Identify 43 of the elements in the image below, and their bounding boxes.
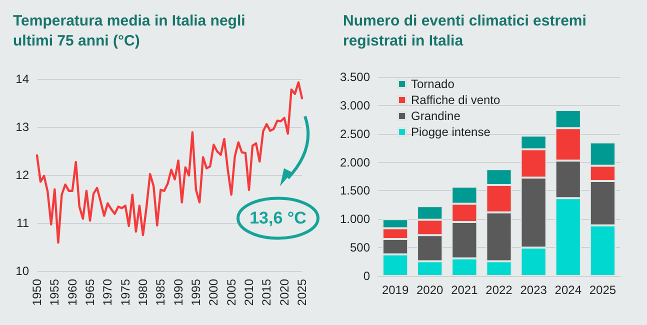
legend-label: Raffiche di vento bbox=[411, 93, 500, 107]
y-tick-label: 14 bbox=[16, 72, 30, 86]
x-tick-label: 2000 bbox=[206, 278, 221, 306]
x-tick-label: 2005 bbox=[224, 278, 238, 306]
chart-title: Temperatura media in Italia negli ultimi 75 anni (°C) bbox=[13, 12, 250, 50]
x-tick-label: 1960 bbox=[65, 278, 80, 306]
y-tick-label: 1.000 bbox=[340, 212, 370, 226]
x-tick-label: 2025 bbox=[295, 278, 309, 306]
legend-label: Piogge intense bbox=[411, 125, 491, 139]
annotation: 13,6 °C bbox=[250, 208, 306, 228]
y-tick-label: 11 bbox=[16, 216, 30, 230]
x-tick-label: 2019 bbox=[382, 283, 409, 297]
chart-title: Numero di eventi climatici estremi registrati in Italia bbox=[343, 12, 591, 50]
x-tick-label: 1980 bbox=[136, 278, 150, 306]
x-tick-label: 2015 bbox=[260, 278, 274, 306]
y-tick-label: 1.500 bbox=[340, 184, 370, 198]
x-tick-label: 2020 bbox=[277, 278, 292, 306]
x-tick-label: 1950 bbox=[30, 278, 44, 306]
x-tick-label: 1955 bbox=[48, 278, 62, 306]
x-tick-label: 1970 bbox=[100, 278, 115, 306]
x-tick-label: 2010 bbox=[242, 278, 256, 306]
x-tick-label: 2021 bbox=[451, 283, 478, 297]
x-tick-label: 1985 bbox=[154, 278, 168, 306]
y-tick-label: 10 bbox=[16, 264, 30, 278]
x-tick-label: 2025 bbox=[589, 283, 616, 297]
x-tick-label: 2020 bbox=[416, 283, 444, 297]
y-tick-label: 2.000 bbox=[340, 155, 370, 170]
y-tick-label: 2.500 bbox=[340, 126, 370, 141]
y-tick-label: 12 bbox=[16, 168, 30, 182]
x-tick-label: 1995 bbox=[189, 278, 203, 306]
y-tick-label: 3.000 bbox=[340, 98, 370, 112]
x-tick-label: 2023 bbox=[520, 283, 548, 297]
x-tick-label: 1975 bbox=[118, 278, 132, 306]
y-tick-label: 0 bbox=[363, 269, 370, 283]
y-tick-label: 3.500 bbox=[340, 70, 370, 84]
legend-label: Grandine bbox=[411, 109, 461, 123]
x-tick-label: 2022 bbox=[486, 283, 513, 297]
y-tick-label: 13 bbox=[16, 120, 30, 134]
y-tick-label: 500 bbox=[350, 240, 370, 255]
x-tick-label: 2024 bbox=[554, 283, 582, 297]
x-tick-label: 1965 bbox=[83, 278, 97, 306]
legend-label: Tornado bbox=[411, 77, 455, 91]
x-tick-label: 1990 bbox=[171, 278, 186, 306]
